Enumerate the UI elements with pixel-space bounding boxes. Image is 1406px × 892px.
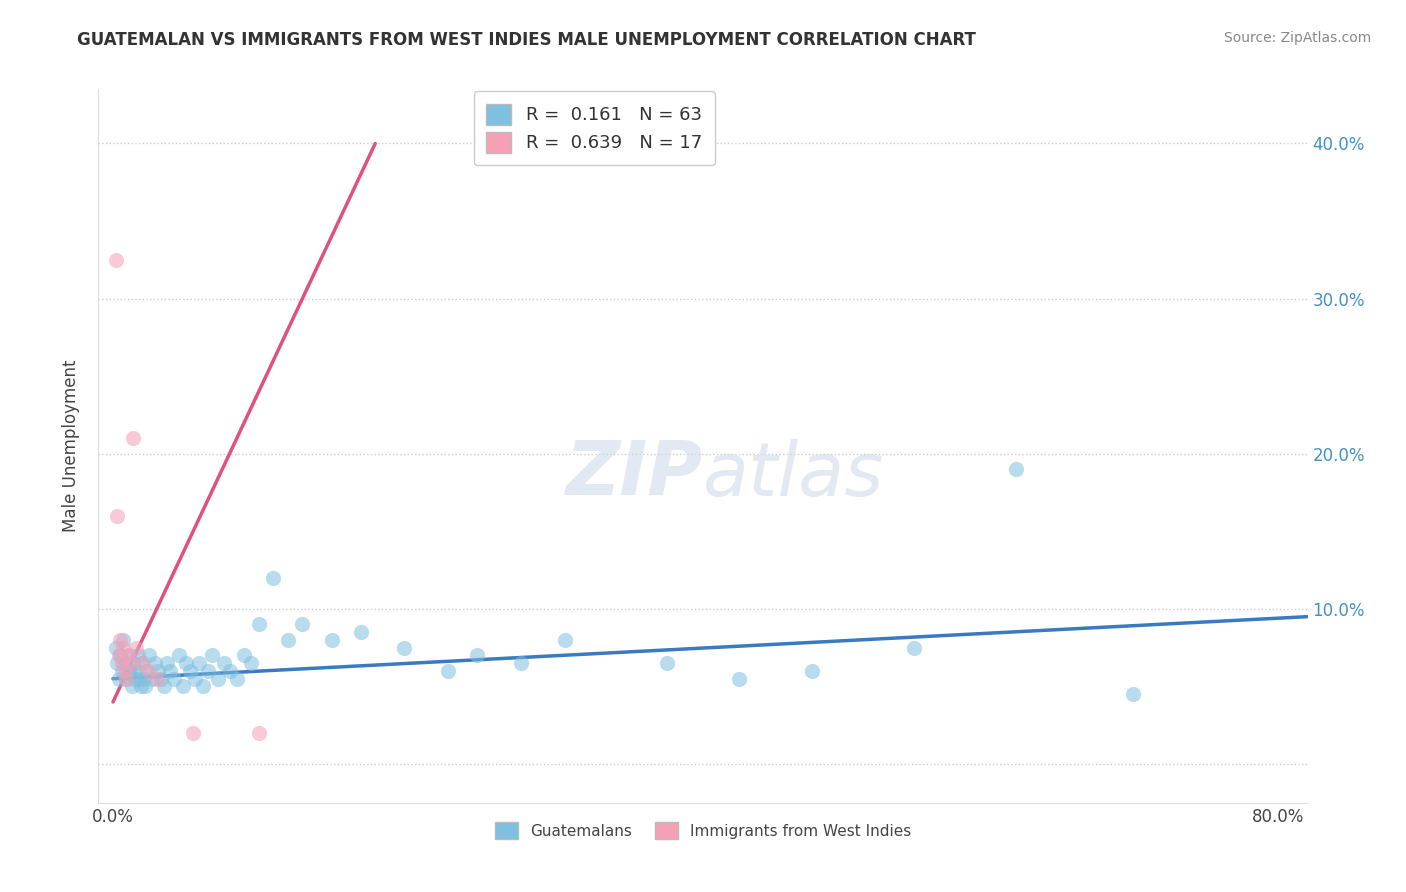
Point (104, 252, 127, 267)
Point (240, 656, 263, 670)
Point (212, 656, 235, 670)
Point (437, 664, 460, 678)
Point (321, 632, 343, 647)
Point (655, 656, 678, 670)
Point (114, 664, 136, 678)
Point (172, 680, 194, 694)
Text: ZIP: ZIP (565, 438, 703, 511)
Point (115, 672, 138, 686)
Point (146, 664, 169, 678)
Point (509, 656, 531, 670)
Point (193, 680, 215, 694)
Legend: Guatemalans, Immigrants from West Indies: Guatemalans, Immigrants from West Indies (489, 816, 917, 845)
Point (124, 672, 146, 686)
Point (129, 680, 152, 694)
Point (110, 648, 132, 663)
Point (112, 632, 135, 647)
Point (122, 656, 145, 670)
Point (118, 648, 141, 663)
Point (181, 726, 204, 740)
Point (167, 648, 190, 663)
Point (122, 431, 145, 445)
Point (111, 664, 134, 678)
Point (131, 656, 153, 670)
Point (233, 648, 256, 663)
Point (163, 672, 186, 686)
Point (117, 648, 139, 663)
Point (114, 656, 136, 670)
Point (350, 625, 373, 640)
Point (125, 664, 148, 678)
Point (1005, 462, 1028, 476)
Point (131, 656, 153, 670)
Point (115, 672, 138, 686)
Point (150, 672, 173, 686)
Point (207, 672, 229, 686)
Point (111, 656, 134, 670)
Point (125, 640, 148, 655)
Point (108, 648, 131, 663)
Point (291, 617, 314, 632)
Point (277, 632, 299, 647)
Point (179, 664, 201, 678)
Point (120, 656, 142, 670)
Point (132, 672, 155, 686)
Point (105, 656, 128, 670)
Point (197, 664, 219, 678)
Point (128, 672, 150, 686)
Point (104, 640, 127, 655)
Point (156, 656, 179, 670)
Point (225, 672, 247, 686)
Point (153, 680, 176, 694)
Point (159, 664, 181, 678)
Point (127, 648, 149, 663)
Point (110, 632, 132, 647)
Point (143, 656, 166, 670)
Point (728, 672, 751, 686)
Point (801, 664, 824, 678)
Point (120, 664, 142, 678)
Point (183, 672, 205, 686)
Y-axis label: Male Unemployment: Male Unemployment (62, 359, 80, 533)
Point (218, 664, 240, 678)
Point (247, 726, 270, 740)
Point (1122, 687, 1144, 701)
Text: atlas: atlas (703, 439, 884, 510)
Point (121, 680, 143, 694)
Point (108, 672, 131, 686)
Point (262, 571, 284, 585)
Point (134, 680, 156, 694)
Point (141, 672, 163, 686)
Point (554, 632, 576, 647)
Point (112, 640, 135, 655)
Point (187, 656, 209, 670)
Point (135, 664, 157, 678)
Point (465, 648, 488, 663)
Point (201, 648, 224, 663)
Text: GUATEMALAN VS IMMIGRANTS FROM WEST INDIES MALE UNEMPLOYMENT CORRELATION CHART: GUATEMALAN VS IMMIGRANTS FROM WEST INDIE… (77, 31, 976, 49)
Point (117, 664, 139, 678)
Point (138, 648, 160, 663)
Point (105, 508, 128, 523)
Point (394, 640, 416, 655)
Point (903, 640, 925, 655)
Point (138, 664, 160, 678)
Point (174, 656, 197, 670)
Point (145, 672, 167, 686)
Text: Source: ZipAtlas.com: Source: ZipAtlas.com (1223, 31, 1371, 45)
Point (247, 617, 270, 632)
